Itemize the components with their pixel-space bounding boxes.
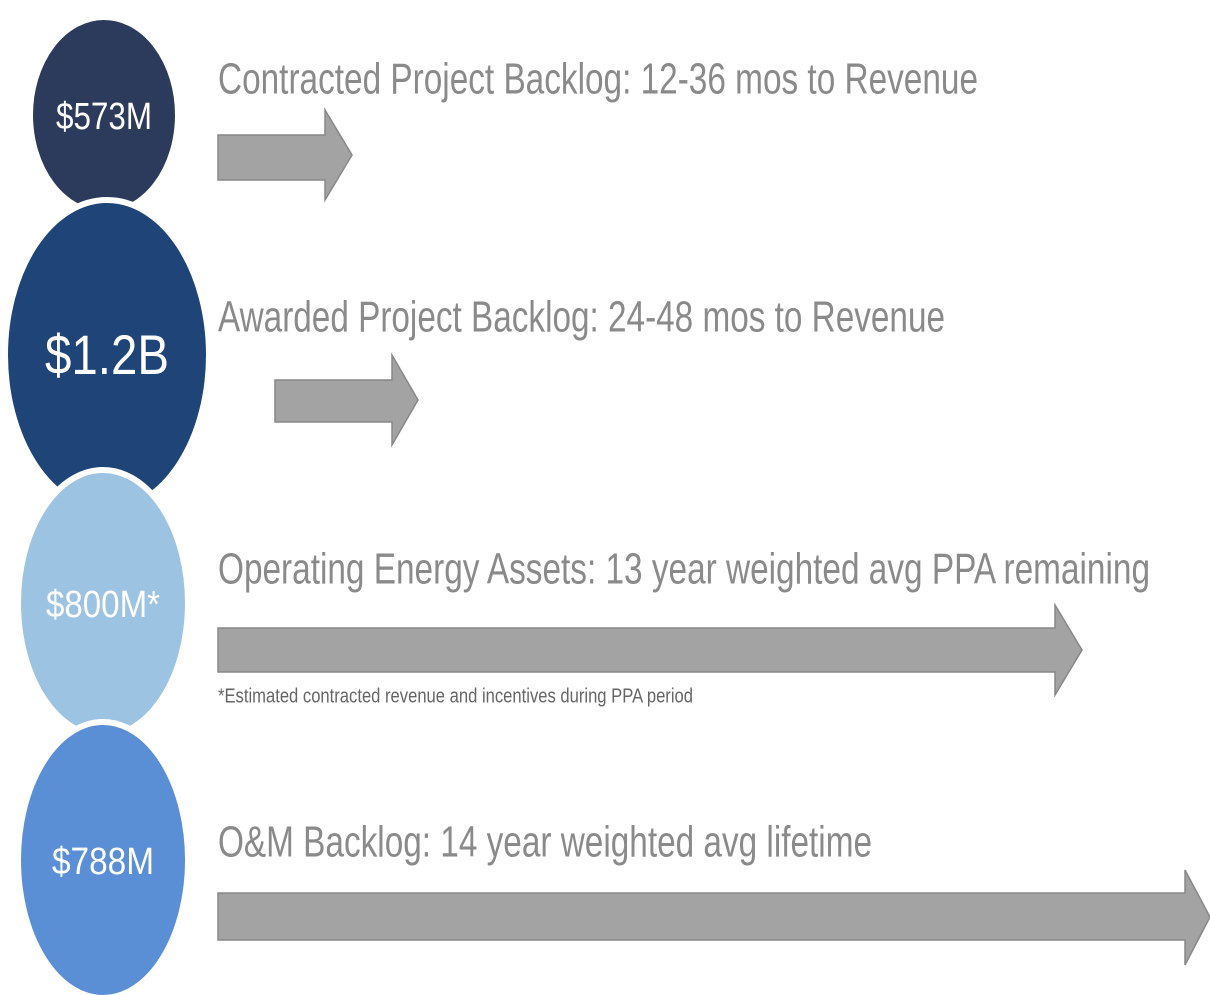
arrows [217,107,1210,966]
circle [15,719,191,995]
description: Contracted Project Backlog: 12-36 mos to… [218,55,978,104]
arrow [217,869,1210,966]
arrow [217,107,353,203]
description: Operating Energy Assets: 13 year weighte… [218,545,1150,594]
footnote: *Estimated contracted revenue and incent… [218,685,693,707]
amount: $788M [52,841,154,883]
amount: $573M [56,96,152,138]
circles: $573M $1.2B $800M* $788M [2,14,212,995]
arrow [274,352,419,448]
description: Awarded Project Backlog: 24-48 mos to Re… [218,293,945,342]
amount: $800M* [46,584,160,626]
amount: $1.2B [45,323,169,386]
description: O&M Backlog: 14 year weighted avg lifeti… [218,818,872,867]
arrow [217,602,1083,698]
